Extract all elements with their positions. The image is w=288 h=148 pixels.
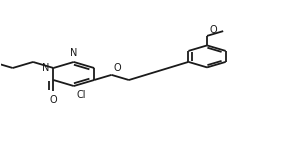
Text: N: N [70, 48, 77, 58]
Text: O: O [50, 95, 57, 105]
Text: O: O [114, 63, 122, 73]
Text: Cl: Cl [77, 90, 86, 100]
Text: N: N [42, 63, 49, 73]
Text: O: O [209, 25, 217, 35]
